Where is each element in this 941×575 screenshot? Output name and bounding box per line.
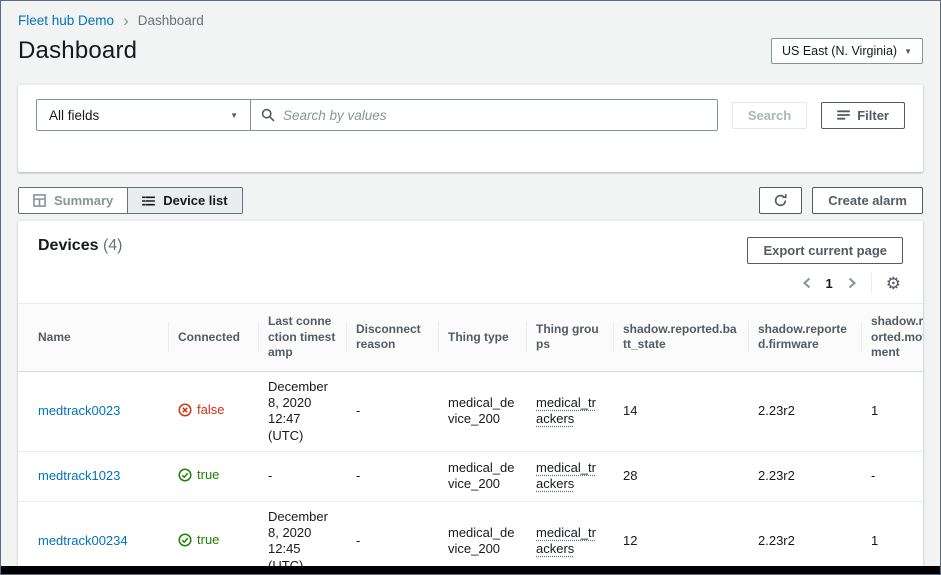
filter-button-label: Filter	[857, 107, 889, 123]
device-list-icon	[142, 195, 156, 206]
caret-down-icon: ▼	[230, 110, 238, 120]
thing-type: medical_device_200	[448, 395, 515, 427]
firmware: 2.23r2	[758, 468, 795, 484]
tab-device-list-label: Device list	[163, 193, 228, 208]
page-header: Dashboard US East (N. Virginia) ▼	[18, 37, 923, 65]
pagination: 1 ⚙	[800, 273, 903, 293]
devices-table: Name Connected Last connection timestamp Di…	[18, 303, 923, 574]
column-header-shadow-reported-batt-state: shadow.reported.batt_state	[613, 303, 748, 372]
firmware: 2.23r2	[758, 403, 795, 419]
field-select-value: All fields	[49, 107, 100, 123]
devices-title-text: Devices	[38, 237, 99, 254]
check-circle-icon	[178, 533, 192, 547]
column-header-thing-groups: Thing groups	[526, 303, 613, 372]
refresh-button[interactable]	[759, 187, 803, 214]
disconnect-reason: -	[356, 533, 361, 549]
connected-label: true	[197, 466, 220, 482]
devices-table-body: medtrack0023 false December 8, 2020 12:47 …	[18, 371, 923, 574]
summary-grid-icon	[33, 194, 46, 207]
last-connection-timestamp: -	[268, 468, 273, 484]
breadcrumb: Fleet hub Demo › Dashboard	[18, 11, 923, 30]
check-circle-icon	[178, 468, 192, 482]
batt-state: 28	[623, 468, 638, 484]
column-header-connected: Connected	[168, 303, 258, 372]
search-panel: All fields ▼ Search Filter	[18, 84, 923, 172]
chevron-right-icon	[848, 277, 856, 289]
search-box	[251, 100, 717, 130]
search-icon	[261, 108, 275, 122]
thing-type: medical_device_200	[448, 525, 515, 557]
devices-panel: Devices (4) Export current page 1	[18, 220, 923, 574]
connected-label: false	[197, 401, 225, 417]
tab-device-list[interactable]: Device list	[127, 188, 242, 213]
movement: 1	[871, 403, 879, 419]
previous-page-button[interactable]	[800, 275, 814, 291]
region-label: US East (N. Virginia)	[781, 44, 898, 58]
thing-type: medical_device_200	[448, 460, 515, 492]
export-current-page-button[interactable]: Export current page	[747, 237, 903, 264]
search-input[interactable]	[283, 107, 707, 123]
column-header-shadow-reported-movement: shadow.reported.movement	[861, 303, 923, 372]
device-name-link[interactable]: medtrack1023	[38, 468, 121, 484]
column-header-name: Name	[18, 303, 168, 372]
column-header-shadow-reported-firmware: shadow.reported.firmware	[748, 303, 861, 372]
breadcrumb-current: Dashboard	[137, 13, 204, 28]
last-connection-timestamp: December 8, 2020 12:47 (UTC)	[268, 378, 328, 443]
search-button[interactable]: Search	[731, 101, 808, 129]
next-page-button[interactable]	[845, 275, 859, 291]
taskbar	[1, 566, 940, 574]
table-header-row: Name Connected Last connection timestamp Di…	[18, 303, 923, 372]
property-filter: All fields ▼	[36, 99, 718, 131]
table-settings-button[interactable]: ⚙	[884, 275, 903, 292]
thing-groups[interactable]: medical_trackers	[536, 460, 596, 492]
disconnect-reason: -	[356, 468, 361, 484]
device-row: medtrack00234 true December 8, 2020 12:45 …	[18, 501, 923, 574]
device-row: medtrack1023 true - - medical_device_200 medi…	[18, 451, 923, 502]
devices-table-wrap: Name Connected Last connection timestamp Di…	[18, 303, 923, 574]
page-title: Dashboard	[18, 37, 138, 64]
view-toggle: Summary Device list	[18, 187, 243, 214]
last-connection-timestamp: December 8, 2020 12:45 (UTC)	[268, 508, 328, 573]
column-header-disconnect-reason: Disconnect reason	[346, 303, 438, 372]
create-alarm-button[interactable]: Create alarm	[812, 187, 923, 214]
column-header-thing-type: Thing type	[438, 303, 526, 372]
current-page-number: 1	[825, 275, 833, 291]
column-header-last-connection-timestamp: Last connection timestamp	[258, 303, 346, 372]
region-selector[interactable]: US East (N. Virginia) ▼	[770, 38, 923, 64]
breadcrumb-separator-icon: ›	[123, 11, 129, 30]
thing-groups[interactable]: medical_trackers	[536, 395, 596, 427]
movement: 1	[871, 533, 879, 549]
batt-state: 14	[623, 403, 638, 419]
divider	[870, 273, 872, 293]
connected-status: false	[178, 402, 224, 418]
filter-icon	[837, 110, 851, 120]
refresh-icon	[775, 194, 787, 207]
tab-summary-label: Summary	[54, 193, 114, 208]
connected-status: true	[178, 532, 219, 548]
thing-groups[interactable]: medical_trackers	[536, 525, 596, 557]
devices-count: (4)	[102, 237, 123, 254]
batt-state: 12	[623, 533, 638, 549]
breadcrumb-link-fleet-hub[interactable]: Fleet hub Demo	[18, 13, 115, 28]
device-row: medtrack0023 false December 8, 2020 12:47 …	[18, 371, 923, 452]
x-circle-icon	[178, 403, 192, 417]
devices-panel-title: Devices (4)	[38, 237, 123, 293]
caret-down-icon: ▼	[904, 46, 912, 56]
chevron-left-icon	[802, 277, 810, 289]
filter-button[interactable]: Filter	[821, 101, 905, 129]
toolbar: Summary Device list Create alarm	[18, 187, 923, 214]
field-select[interactable]: All fields ▼	[37, 100, 251, 130]
device-name-link[interactable]: medtrack0023	[38, 403, 121, 419]
movement: -	[871, 468, 876, 484]
disconnect-reason: -	[356, 403, 361, 419]
connected-status: true	[178, 467, 219, 483]
tab-summary[interactable]: Summary	[19, 188, 128, 213]
firmware: 2.23r2	[758, 533, 795, 549]
connected-label: true	[197, 531, 220, 547]
device-name-link[interactable]: medtrack00234	[38, 533, 128, 549]
gear-icon: ⚙	[885, 273, 901, 293]
